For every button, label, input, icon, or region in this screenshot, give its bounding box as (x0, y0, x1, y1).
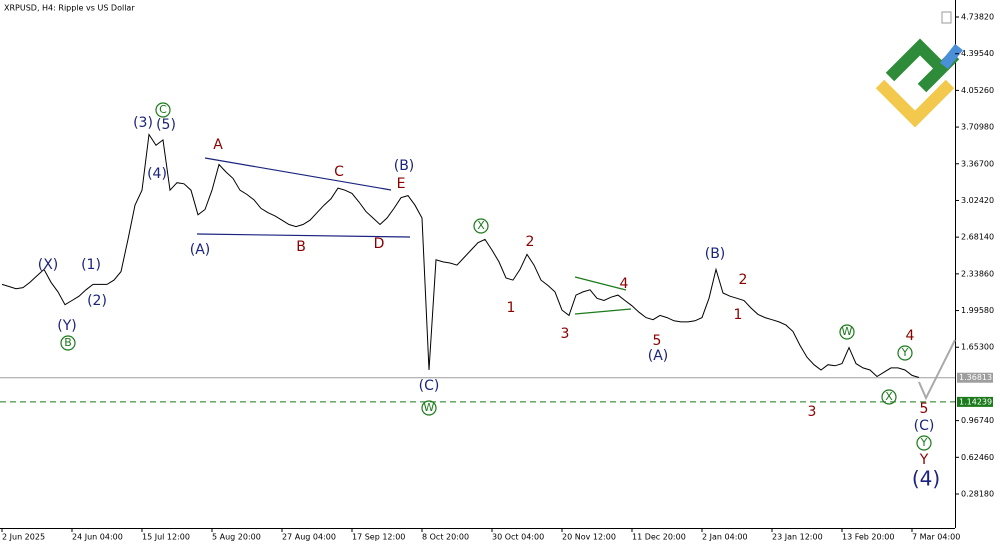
y-tick-label: 3.70980 (961, 123, 994, 132)
x-tick-label: 13 Feb 20:00 (842, 533, 894, 542)
wave-label: (A) (190, 242, 211, 258)
wave-label: Y (919, 452, 929, 468)
wave-label: B (296, 239, 306, 255)
wave-label: (5) (156, 117, 176, 133)
wave-label: (B) (705, 246, 726, 262)
wave-label: (4) (912, 467, 940, 491)
x-tick-label: 8 Oct 20:00 (422, 533, 469, 542)
wave-circle (155, 102, 171, 118)
wave-label: 5 (653, 333, 662, 349)
forecast-line (918, 339, 956, 401)
wave-circle (473, 218, 489, 234)
y-tick-label: 0.96740 (961, 416, 994, 425)
y-tick-label: 4.39540 (961, 49, 994, 58)
wave-label: 1 (507, 300, 516, 316)
triangle-line (574, 276, 627, 291)
triangle-line (574, 308, 632, 315)
price-label: 1.36813 (959, 373, 992, 382)
wave-label: W (842, 325, 853, 338)
wave-label: (C) (914, 418, 935, 434)
price-box (957, 396, 993, 407)
wave-label: X (477, 219, 485, 232)
wave-label: (3) (133, 115, 153, 131)
wave-label: (C) (419, 378, 440, 394)
wave-label: W (424, 401, 435, 414)
y-tick-label: 2.68140 (961, 233, 994, 242)
wave-label: 4 (906, 328, 915, 344)
wave-label: (B) (394, 158, 415, 174)
y-tick-label: 3.02420 (961, 196, 994, 205)
wave-label: B (64, 336, 72, 349)
y-tick-label: 1.99580 (961, 306, 994, 315)
wave-circle (881, 389, 897, 405)
x-tick-label: 5 Aug 20:00 (212, 533, 261, 542)
wave-circle (916, 435, 932, 451)
wave-label: (X) (38, 257, 59, 273)
x-tick-label: 2 Jun 2025 (2, 533, 45, 542)
y-tick-label: 0.28180 (961, 490, 994, 499)
wave-label: C (334, 164, 344, 180)
chart-title: XRPUSD, H4: Ripple vs US Dollar (4, 4, 135, 13)
x-tick-label: 11 Dec 20:00 (632, 533, 686, 542)
price-box (957, 372, 993, 383)
wave-label: E (397, 176, 406, 192)
triangle-line (204, 157, 392, 191)
wave-label: A (213, 137, 223, 153)
x-tick-label: 17 Sep 12:00 (352, 533, 405, 542)
wave-label: 3 (808, 404, 817, 420)
x-tick-label: 2 Jan 04:00 (702, 533, 748, 542)
wave-label: Y (920, 436, 928, 449)
wave-label: X (885, 390, 893, 403)
triangle-line (196, 233, 411, 238)
x-tick-label: 30 Oct 04:00 (492, 533, 544, 542)
y-tick-label: 4.05260 (961, 86, 994, 95)
y-tick-label: 1.65300 (961, 343, 994, 352)
wave-label: (2) (87, 293, 107, 309)
wave-label: 2 (739, 272, 748, 288)
price-label: 1.14239 (959, 397, 992, 406)
wave-circle (421, 400, 437, 416)
x-tick-label: 27 Aug 04:00 (282, 533, 336, 542)
x-tick-label: 15 Jul 12:00 (142, 533, 190, 542)
wave-circle (60, 335, 76, 351)
wave-label: (4) (147, 166, 167, 182)
wave-circle (897, 345, 913, 361)
wave-label: D (374, 236, 385, 252)
wave-label: Y (901, 346, 909, 359)
wave-label: C (159, 103, 167, 116)
wave-label: 1 (734, 307, 743, 323)
wave-label: 2 (526, 234, 535, 250)
wave-label: (A) (648, 348, 669, 364)
y-tick-label: 3.36700 (961, 159, 994, 168)
price-line-series (1, 133, 920, 378)
wave-label: 5 (920, 401, 929, 417)
y-tick-label: 2.33860 (961, 269, 994, 278)
wave-label: (1) (81, 257, 101, 273)
x-tick-label: 7 Mar 04:00 (912, 533, 960, 542)
x-tick-label: 23 Jan 12:00 (772, 533, 823, 542)
wave-label: 4 (620, 276, 629, 292)
y-tick-label: 0.62460 (961, 453, 994, 462)
y-tick-label: 4.73820 (961, 12, 994, 21)
wave-label: (Y) (57, 318, 76, 334)
scroll-button[interactable] (941, 11, 952, 24)
x-tick-label: 24 Jun 04:00 (72, 533, 123, 542)
logo (875, 38, 963, 128)
x-tick-label: 20 Nov 12:00 (562, 533, 616, 542)
wave-circle (839, 324, 855, 340)
wave-label: 3 (561, 326, 570, 342)
